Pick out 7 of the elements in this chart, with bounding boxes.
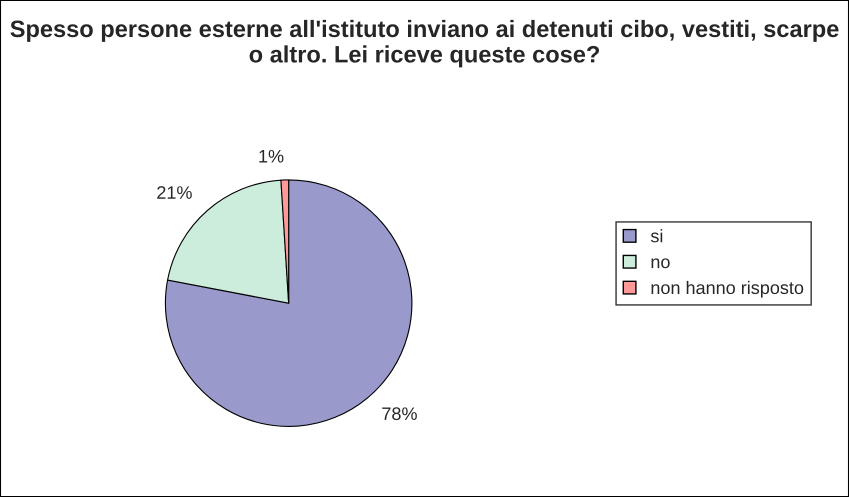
data-label: 78%	[382, 407, 417, 420]
chart-title: Spesso persone esterne all'istituto inviano ai detenuti cibo, vestiti, scarpe o altro. Lei riceve queste cose?	[10, 20, 839, 68]
legend-label: non hanno risposto	[652, 280, 804, 298]
legend-label: si	[650, 229, 662, 242]
legend-label: no	[652, 258, 670, 268]
data-label: 21%	[157, 186, 192, 199]
data-label: 1%	[259, 150, 284, 163]
